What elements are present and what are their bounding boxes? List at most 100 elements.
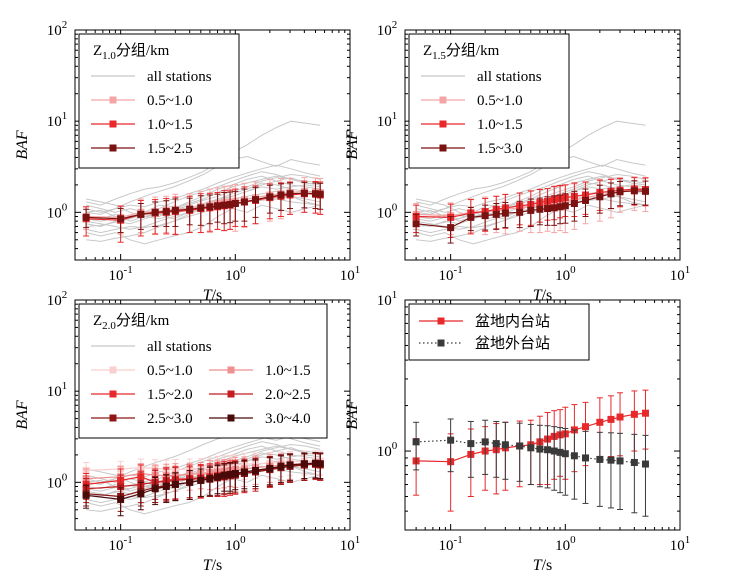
legend-box [408, 33, 570, 169]
data-point [467, 213, 475, 221]
data-point [616, 457, 624, 465]
x-tick-label: 101 [670, 264, 691, 284]
background-line [415, 155, 646, 213]
legend-swatch-marker [109, 144, 117, 152]
data-point [240, 198, 248, 206]
plot-area [412, 120, 649, 245]
legend: Z2.0分组/km all stations 0.5~1.0 1.0~1.5 1.5~2… [78, 303, 328, 439]
background-line [85, 120, 321, 206]
data-point [607, 415, 615, 423]
data-point [596, 455, 604, 463]
legend-label-all-stations: all stations [147, 339, 212, 355]
data-point [550, 447, 558, 455]
data-point [556, 448, 564, 456]
x-axis-label: T/s [203, 287, 223, 304]
data-point [616, 413, 624, 421]
data-point [82, 213, 90, 221]
data-point [226, 470, 234, 478]
plot-area [412, 389, 649, 517]
y-tick-label: 102 [47, 289, 68, 309]
data-point [544, 446, 552, 454]
data-point [171, 480, 179, 488]
data-point [214, 473, 222, 481]
x-tick-label: 10-1 [109, 264, 133, 284]
legend-swatch-marker [439, 144, 447, 152]
plot-area [82, 434, 324, 517]
data-point [481, 438, 489, 446]
legend-swatch-marker [109, 390, 117, 398]
legend-swatch-marker [227, 366, 235, 374]
legend-label: 1.0~1.5 [477, 117, 523, 133]
data-point [641, 460, 649, 468]
background-line [85, 155, 321, 213]
data-point [596, 418, 604, 426]
data-point [197, 476, 205, 484]
legend-swatch-marker [109, 414, 117, 422]
data-point [231, 469, 239, 477]
data-point [641, 409, 649, 417]
data-point [316, 190, 324, 198]
x-tick-label: 10-1 [439, 534, 463, 554]
legend-label: 3.0~4.0 [265, 411, 311, 427]
data-point [492, 210, 500, 218]
legend-swatch-marker [437, 317, 445, 325]
legend-label: 盆地外台站 [475, 335, 550, 352]
data-point [117, 495, 125, 503]
legend-swatch-marker [439, 120, 447, 128]
data-point [607, 190, 615, 198]
data-point [561, 202, 569, 210]
background-line [86, 441, 321, 497]
x-axis-label: T/s [203, 557, 223, 574]
data-point [137, 490, 145, 498]
data-point [311, 459, 319, 467]
background-line [85, 434, 321, 483]
data-point [447, 436, 455, 444]
y-tick-label: 101 [377, 289, 398, 309]
legend: Z1.5分组/km all stations 0.5~1.0 1.0~1.5 1.5~3… [408, 33, 570, 169]
legend-swatch-marker [227, 390, 235, 398]
series-2 [412, 418, 649, 517]
data-point [570, 452, 578, 460]
y-tick-label: 100 [377, 440, 398, 460]
data-point [206, 475, 214, 483]
x-tick-label: 101 [670, 534, 691, 554]
data-point [536, 445, 544, 453]
background-line [86, 184, 321, 220]
x-tick-label: 101 [340, 264, 361, 284]
data-point [616, 188, 624, 196]
data-point [501, 209, 509, 217]
y-tick-label: 100 [377, 201, 398, 221]
data-point [266, 464, 274, 472]
data-point [316, 460, 324, 468]
data-point [412, 220, 420, 228]
legend-title: Z1.0分组/km [93, 42, 170, 62]
axes-frame [404, 299, 681, 531]
legend-swatch-marker [227, 414, 235, 422]
legend-label: 1.5~3.0 [477, 141, 523, 157]
data-point [277, 191, 285, 199]
data-point [582, 423, 590, 431]
data-point [162, 483, 170, 491]
data-point [527, 444, 535, 452]
legend-label: 0.5~1.0 [147, 93, 193, 109]
data-point [516, 208, 524, 216]
data-point [277, 462, 285, 470]
data-point [596, 193, 604, 201]
data-point [570, 199, 578, 207]
data-point [162, 208, 170, 216]
series-6 [82, 452, 324, 517]
data-point [151, 208, 159, 216]
legend-box [408, 303, 590, 361]
legend-label: 0.5~1.0 [477, 93, 523, 109]
data-point [171, 206, 179, 214]
data-point [214, 202, 222, 210]
data-point [226, 200, 234, 208]
plot-area [82, 120, 324, 245]
data-point [536, 205, 544, 213]
data-point [252, 196, 260, 204]
data-point [300, 460, 308, 468]
legend: Z1.0分组/km all stations 0.5~1.0 1.0~1.5 1.5~2… [78, 33, 240, 169]
data-point [447, 224, 455, 232]
x-tick-label: 10-1 [109, 534, 133, 554]
